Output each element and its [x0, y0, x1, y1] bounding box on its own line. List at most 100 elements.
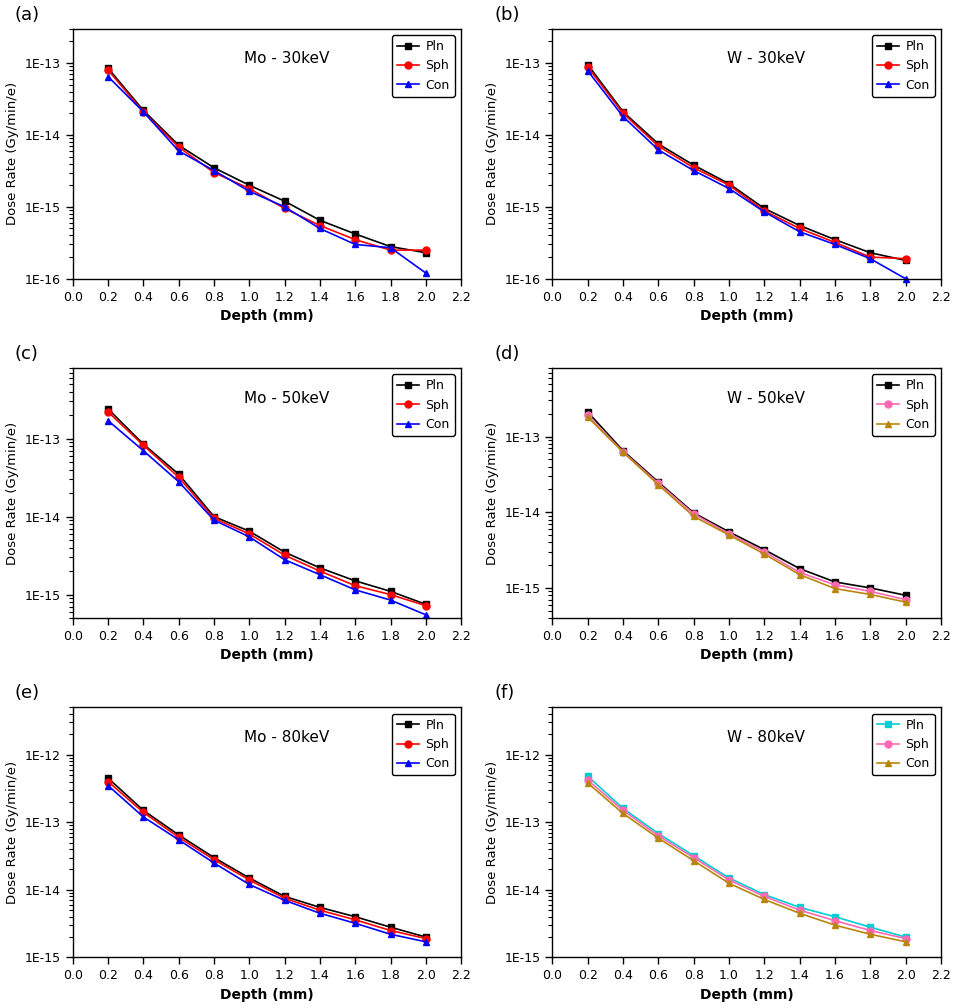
Text: Mo - 50keV: Mo - 50keV [244, 391, 329, 405]
Pln [582, 770, 593, 782]
Line: Con: Con [585, 68, 909, 282]
Sph [829, 579, 840, 591]
Pln [794, 901, 806, 913]
Pln [349, 575, 361, 587]
Line: Pln: Pln [104, 405, 430, 608]
Con [900, 935, 911, 948]
Sph [829, 236, 840, 248]
Con [688, 510, 700, 522]
Sph [243, 528, 255, 540]
Sph [420, 244, 432, 256]
Pln [278, 196, 290, 208]
Text: W - 80keV: W - 80keV [727, 730, 805, 745]
Con [582, 777, 593, 789]
Con [794, 569, 806, 581]
Sph [138, 106, 149, 118]
Sph [723, 179, 735, 192]
Sph [759, 545, 770, 557]
Sph [243, 182, 255, 195]
Con [864, 589, 876, 601]
Pln [900, 931, 911, 943]
Pln [617, 802, 629, 814]
Con [278, 201, 290, 213]
Con [864, 253, 876, 265]
Pln [138, 804, 149, 816]
Y-axis label: Dose Rate (Gy/min/e): Dose Rate (Gy/min/e) [486, 83, 499, 226]
Pln [582, 406, 593, 418]
Y-axis label: Dose Rate (Gy/min/e): Dose Rate (Gy/min/e) [7, 83, 19, 226]
Pln [759, 888, 770, 900]
Pln [794, 220, 806, 232]
Pln [278, 890, 290, 902]
Pln [385, 921, 396, 933]
Con [278, 894, 290, 906]
Sph [759, 890, 770, 902]
Con [759, 548, 770, 560]
Pln [617, 106, 629, 118]
Y-axis label: Dose Rate (Gy/min/e): Dose Rate (Gy/min/e) [7, 421, 19, 564]
Pln [102, 62, 114, 75]
Sph [138, 806, 149, 818]
Line: Sph: Sph [585, 64, 909, 262]
Con [723, 877, 735, 889]
Con [900, 596, 911, 608]
Con [759, 206, 770, 218]
Sph [582, 774, 593, 786]
Line: Pln: Pln [585, 773, 909, 940]
Legend: Pln, Sph, Con: Pln, Sph, Con [391, 35, 455, 97]
Sph [617, 107, 629, 119]
Pln [102, 772, 114, 784]
Line: Con: Con [104, 417, 430, 618]
Y-axis label: Dose Rate (Gy/min/e): Dose Rate (Gy/min/e) [486, 761, 499, 904]
Pln [349, 910, 361, 922]
Con [349, 238, 361, 250]
Sph [278, 549, 290, 561]
Pln [209, 161, 220, 173]
Sph [582, 409, 593, 421]
Sph [385, 924, 396, 936]
Con [829, 919, 840, 931]
Con [314, 907, 325, 919]
Sph [794, 223, 806, 235]
Sph [864, 586, 876, 598]
Pln [653, 138, 664, 150]
Y-axis label: Dose Rate (Gy/min/e): Dose Rate (Gy/min/e) [7, 761, 19, 904]
Con [349, 917, 361, 929]
Legend: Pln, Sph, Con: Pln, Sph, Con [391, 714, 455, 775]
X-axis label: Depth (mm): Depth (mm) [700, 988, 793, 1002]
Pln [243, 872, 255, 884]
Pln [420, 247, 432, 259]
Con [138, 106, 149, 118]
Sph [900, 253, 911, 265]
Pln [759, 203, 770, 215]
Text: Mo - 30keV: Mo - 30keV [244, 51, 329, 67]
Pln [102, 403, 114, 415]
Pln [723, 872, 735, 884]
Sph [900, 594, 911, 606]
Con [420, 609, 432, 621]
Con [349, 584, 361, 596]
X-axis label: Depth (mm): Depth (mm) [700, 309, 793, 324]
X-axis label: Depth (mm): Depth (mm) [700, 648, 793, 662]
Sph [794, 904, 806, 916]
Con [794, 907, 806, 919]
Pln [900, 590, 911, 602]
Pln [829, 576, 840, 588]
Text: (f): (f) [494, 684, 515, 703]
Con [243, 878, 255, 890]
X-axis label: Depth (mm): Depth (mm) [220, 988, 314, 1002]
Pln [723, 526, 735, 538]
Pln [759, 543, 770, 555]
Sph [138, 439, 149, 452]
Line: Con: Con [104, 782, 430, 946]
Sph [653, 830, 664, 842]
Con [243, 185, 255, 198]
Con [173, 476, 185, 488]
Sph [209, 512, 220, 524]
Sph [582, 61, 593, 74]
Legend: Pln, Sph, Con: Pln, Sph, Con [872, 35, 935, 97]
Line: Sph: Sph [104, 778, 430, 942]
Con [138, 810, 149, 823]
Pln [314, 561, 325, 574]
Text: (a): (a) [14, 6, 39, 24]
